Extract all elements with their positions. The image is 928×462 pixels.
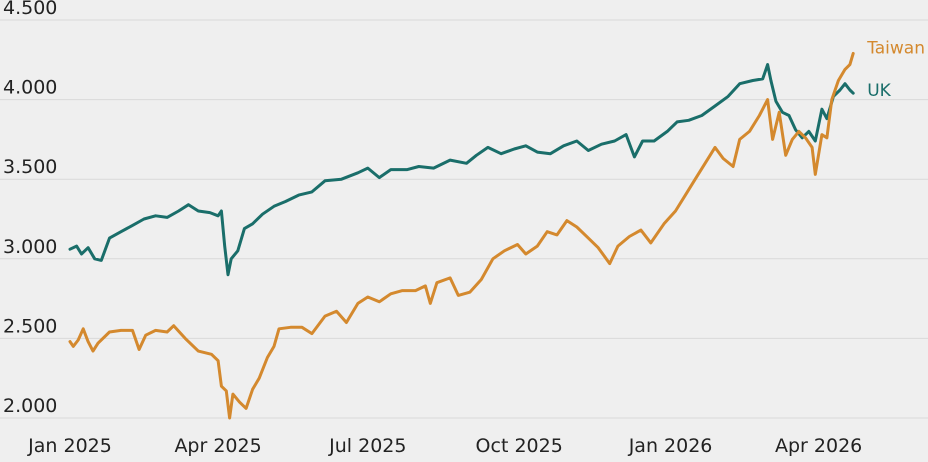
grid-layer <box>0 19 928 419</box>
series-line-taiwan <box>68 51 855 420</box>
series-layer <box>68 51 855 420</box>
x-tick-label: Jan 2025 <box>27 435 112 457</box>
y-tick-label: 3.000 <box>3 236 57 258</box>
y-axis-ticks: 2.000 2.500 3.000 3.500 4.000 4.500 <box>3 0 57 417</box>
series-label-taiwan: Taiwan <box>866 38 925 58</box>
y-tick-label: 4.500 <box>3 0 57 19</box>
y-tick-label: 4.000 <box>3 77 57 99</box>
y-tick-label: 2.000 <box>3 395 57 417</box>
series-label-uk: UK <box>867 81 891 101</box>
x-axis-ticks: Jan 2025 Apr 2025 Jul 2025 Oct 2025 Jan 2026… <box>27 435 862 457</box>
series-line-uk <box>68 63 855 277</box>
series-labels: UK Taiwan <box>866 38 925 101</box>
x-tick-label: Oct 2025 <box>476 435 563 457</box>
y-tick-label: 2.500 <box>3 315 57 337</box>
y-tick-label: 3.500 <box>3 156 57 178</box>
x-tick-label: Apr 2025 <box>174 435 261 457</box>
x-tick-label: Jan 2026 <box>628 435 713 457</box>
x-tick-label: Jul 2025 <box>328 435 406 457</box>
x-tick-label: Apr 2026 <box>775 435 862 457</box>
